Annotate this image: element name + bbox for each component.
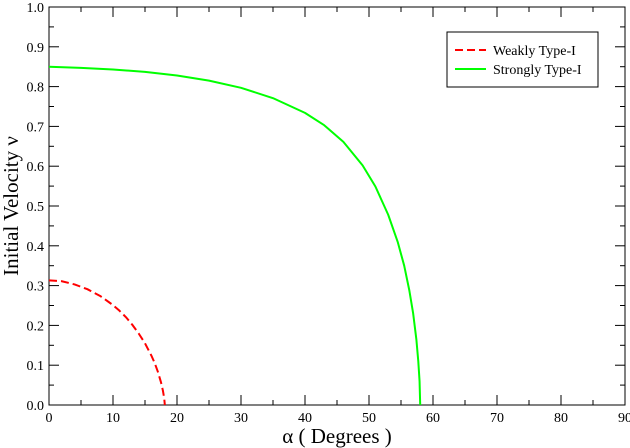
- y-tick-label: 0.1: [27, 359, 45, 374]
- x-tick-label: 30: [234, 411, 248, 426]
- legend: Weakly Type-I Strongly Type-I: [446, 31, 599, 88]
- x-axis-title: α ( Degrees ): [282, 424, 392, 448]
- series-line-weakly-type-i: [48, 279, 166, 406]
- y-tick-label: 0.6: [27, 160, 45, 175]
- x-tick-label: 80: [554, 411, 568, 426]
- y-tick-label: 1.0: [27, 1, 45, 16]
- y-tick-label: 0.2: [27, 319, 45, 334]
- x-tick-labels: 0 10 20 30 40 50 60 70 80 90: [46, 411, 630, 426]
- axis-ticks: [48, 6, 626, 406]
- y-tick-label: 0.5: [27, 200, 45, 215]
- x-tick-label: 50: [362, 411, 376, 426]
- legend-label-weakly-type-i: Weakly Type-I: [493, 44, 576, 59]
- x-tick-label: 40: [298, 411, 312, 426]
- x-tick-label: 10: [106, 411, 120, 426]
- y-tick-label: 0.7: [27, 120, 45, 135]
- legend-label-strongly-type-i: Strongly Type-I: [493, 63, 582, 78]
- x-tick-label: 70: [490, 411, 504, 426]
- y-tick-label: 0.0: [27, 399, 45, 414]
- legend-box: [446, 31, 599, 88]
- y-tick-label: 0.8: [27, 81, 45, 96]
- series-line-strongly-type-i: [48, 65, 422, 406]
- y-tick-label: 0.3: [27, 280, 45, 295]
- y-tick-labels: 0.0 0.1 0.2 0.3 0.4 0.5 0.6 0.7 0.8 0.9 1.0: [27, 1, 45, 414]
- series-lines: [48, 65, 422, 406]
- x-tick-label: 20: [170, 411, 184, 426]
- y-axis-title: Initial Velocity ν: [0, 136, 23, 276]
- x-tick-label: 0: [46, 411, 53, 426]
- x-tick-label: 60: [426, 411, 440, 426]
- y-tick-label: 0.4: [27, 240, 45, 255]
- x-tick-label: 90: [618, 411, 630, 426]
- y-tick-label: 0.9: [27, 41, 45, 56]
